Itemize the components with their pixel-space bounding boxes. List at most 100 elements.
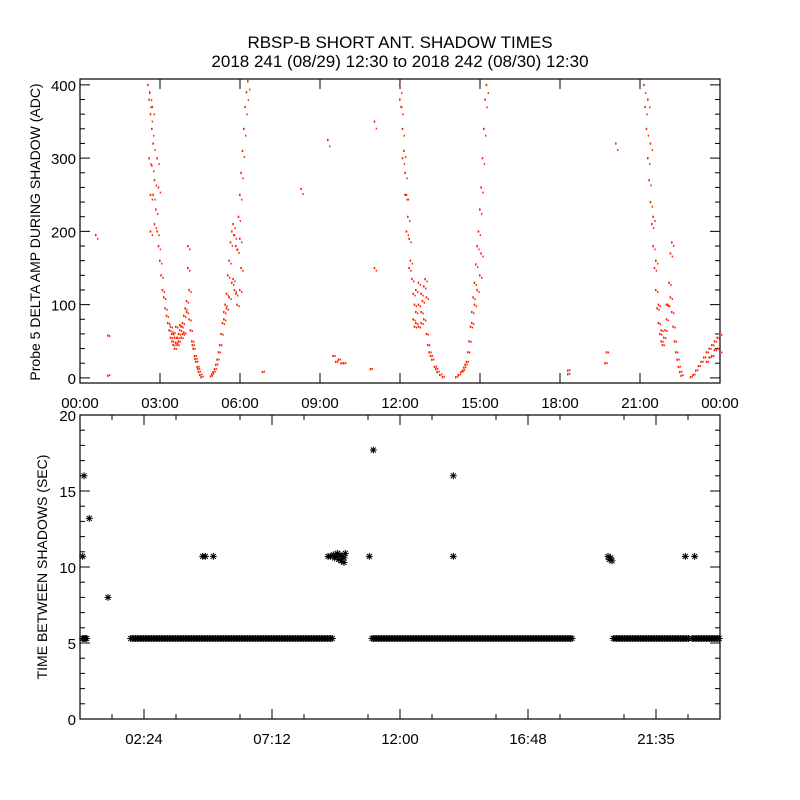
data-point [430,351,432,354]
data-point [671,310,673,314]
data-point [159,259,161,262]
data-point [664,329,666,332]
data-point [300,187,302,191]
data-point [187,245,189,248]
data-point [195,355,198,357]
data-point [719,351,721,354]
data-point [375,127,378,130]
data-point [649,106,651,109]
data-point [673,340,676,343]
data-point [569,369,571,372]
data-point [175,341,177,344]
data-point [163,291,166,293]
data-point [149,113,152,116]
data-point [158,163,160,166]
data-point [403,149,405,152]
data-point [435,368,437,371]
data-point [412,318,414,321]
data-point [651,223,653,226]
data-point [679,365,682,368]
data-point [148,98,150,101]
data-point [404,193,406,196]
data-point [241,198,243,201]
data-point [154,198,156,201]
data-point [149,230,152,233]
data-point [198,365,200,368]
data-point [235,237,238,240]
data-point [681,370,683,373]
data-point [150,163,152,166]
data-point [369,368,372,371]
data-point [375,269,378,272]
data-point [164,307,166,310]
data-point [423,318,425,321]
data-point [237,294,239,297]
data-point [694,373,696,376]
data-point [405,156,407,158]
data-point [107,374,109,377]
data-point [649,163,651,166]
data-point [401,92,403,94]
data-point [485,134,487,137]
data-point [109,374,111,377]
data-point [373,120,376,123]
data-point [239,288,241,292]
bottom-y-axis-label: TIME BETWEEN SHADOWS (SEC) [34,455,50,680]
data-point [219,343,221,347]
data-point [242,269,244,272]
data-point [473,312,475,315]
data-point [249,88,251,91]
data-point [197,371,200,374]
data-point [467,351,469,354]
data-point [174,332,176,335]
asterisk-point [604,552,612,560]
data-point [212,371,214,374]
data-point [234,227,236,229]
data-point [343,362,345,365]
data-point [183,331,185,334]
data-point [211,373,213,376]
data-point [173,340,175,343]
data-point [655,269,658,272]
x-tick-label: 09:00 [301,395,339,412]
data-point [682,374,684,377]
data-point [181,325,183,328]
data-point [481,276,483,279]
data-point [152,193,154,196]
data-point [406,177,408,180]
data-point [410,269,412,272]
data-point [239,193,241,196]
data-point [160,274,162,277]
data-point [187,301,190,304]
data-point [433,365,436,369]
data-point [479,234,482,237]
data-point [431,355,434,357]
data-point [485,83,488,87]
data-point [214,370,216,373]
data-point [155,184,158,187]
data-point [229,241,232,244]
data-point [697,369,699,372]
data-point [473,323,475,325]
data-point [713,355,715,357]
data-point [189,269,191,272]
data-point [420,310,422,314]
data-point [151,127,153,131]
data-point [655,288,657,292]
data-point [151,164,153,167]
data-point [189,329,192,332]
data-point [231,230,233,233]
data-point [407,215,409,218]
data-point [567,369,569,372]
x-tick-label: 16:48 [509,731,547,748]
data-point [427,333,430,336]
data-point [173,333,175,336]
data-point [482,191,484,194]
data-point [172,331,174,334]
data-point [661,333,663,336]
x-tick-label: 00:00 [61,395,99,412]
data-point [663,344,666,347]
y-tick-label: 20 [59,408,76,425]
data-point [179,324,181,327]
asterisk-point [691,552,699,560]
